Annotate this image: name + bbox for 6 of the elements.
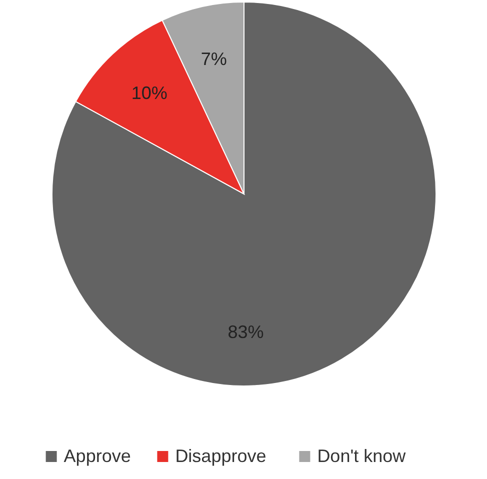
data-label: 10% [131, 83, 168, 104]
data-label: 7% [200, 49, 227, 70]
legend-label: Don't know [317, 446, 407, 466]
data-label: 83% [228, 322, 264, 342]
legend-label: Approve [64, 446, 131, 466]
legend-label: Disapprove [175, 446, 266, 466]
